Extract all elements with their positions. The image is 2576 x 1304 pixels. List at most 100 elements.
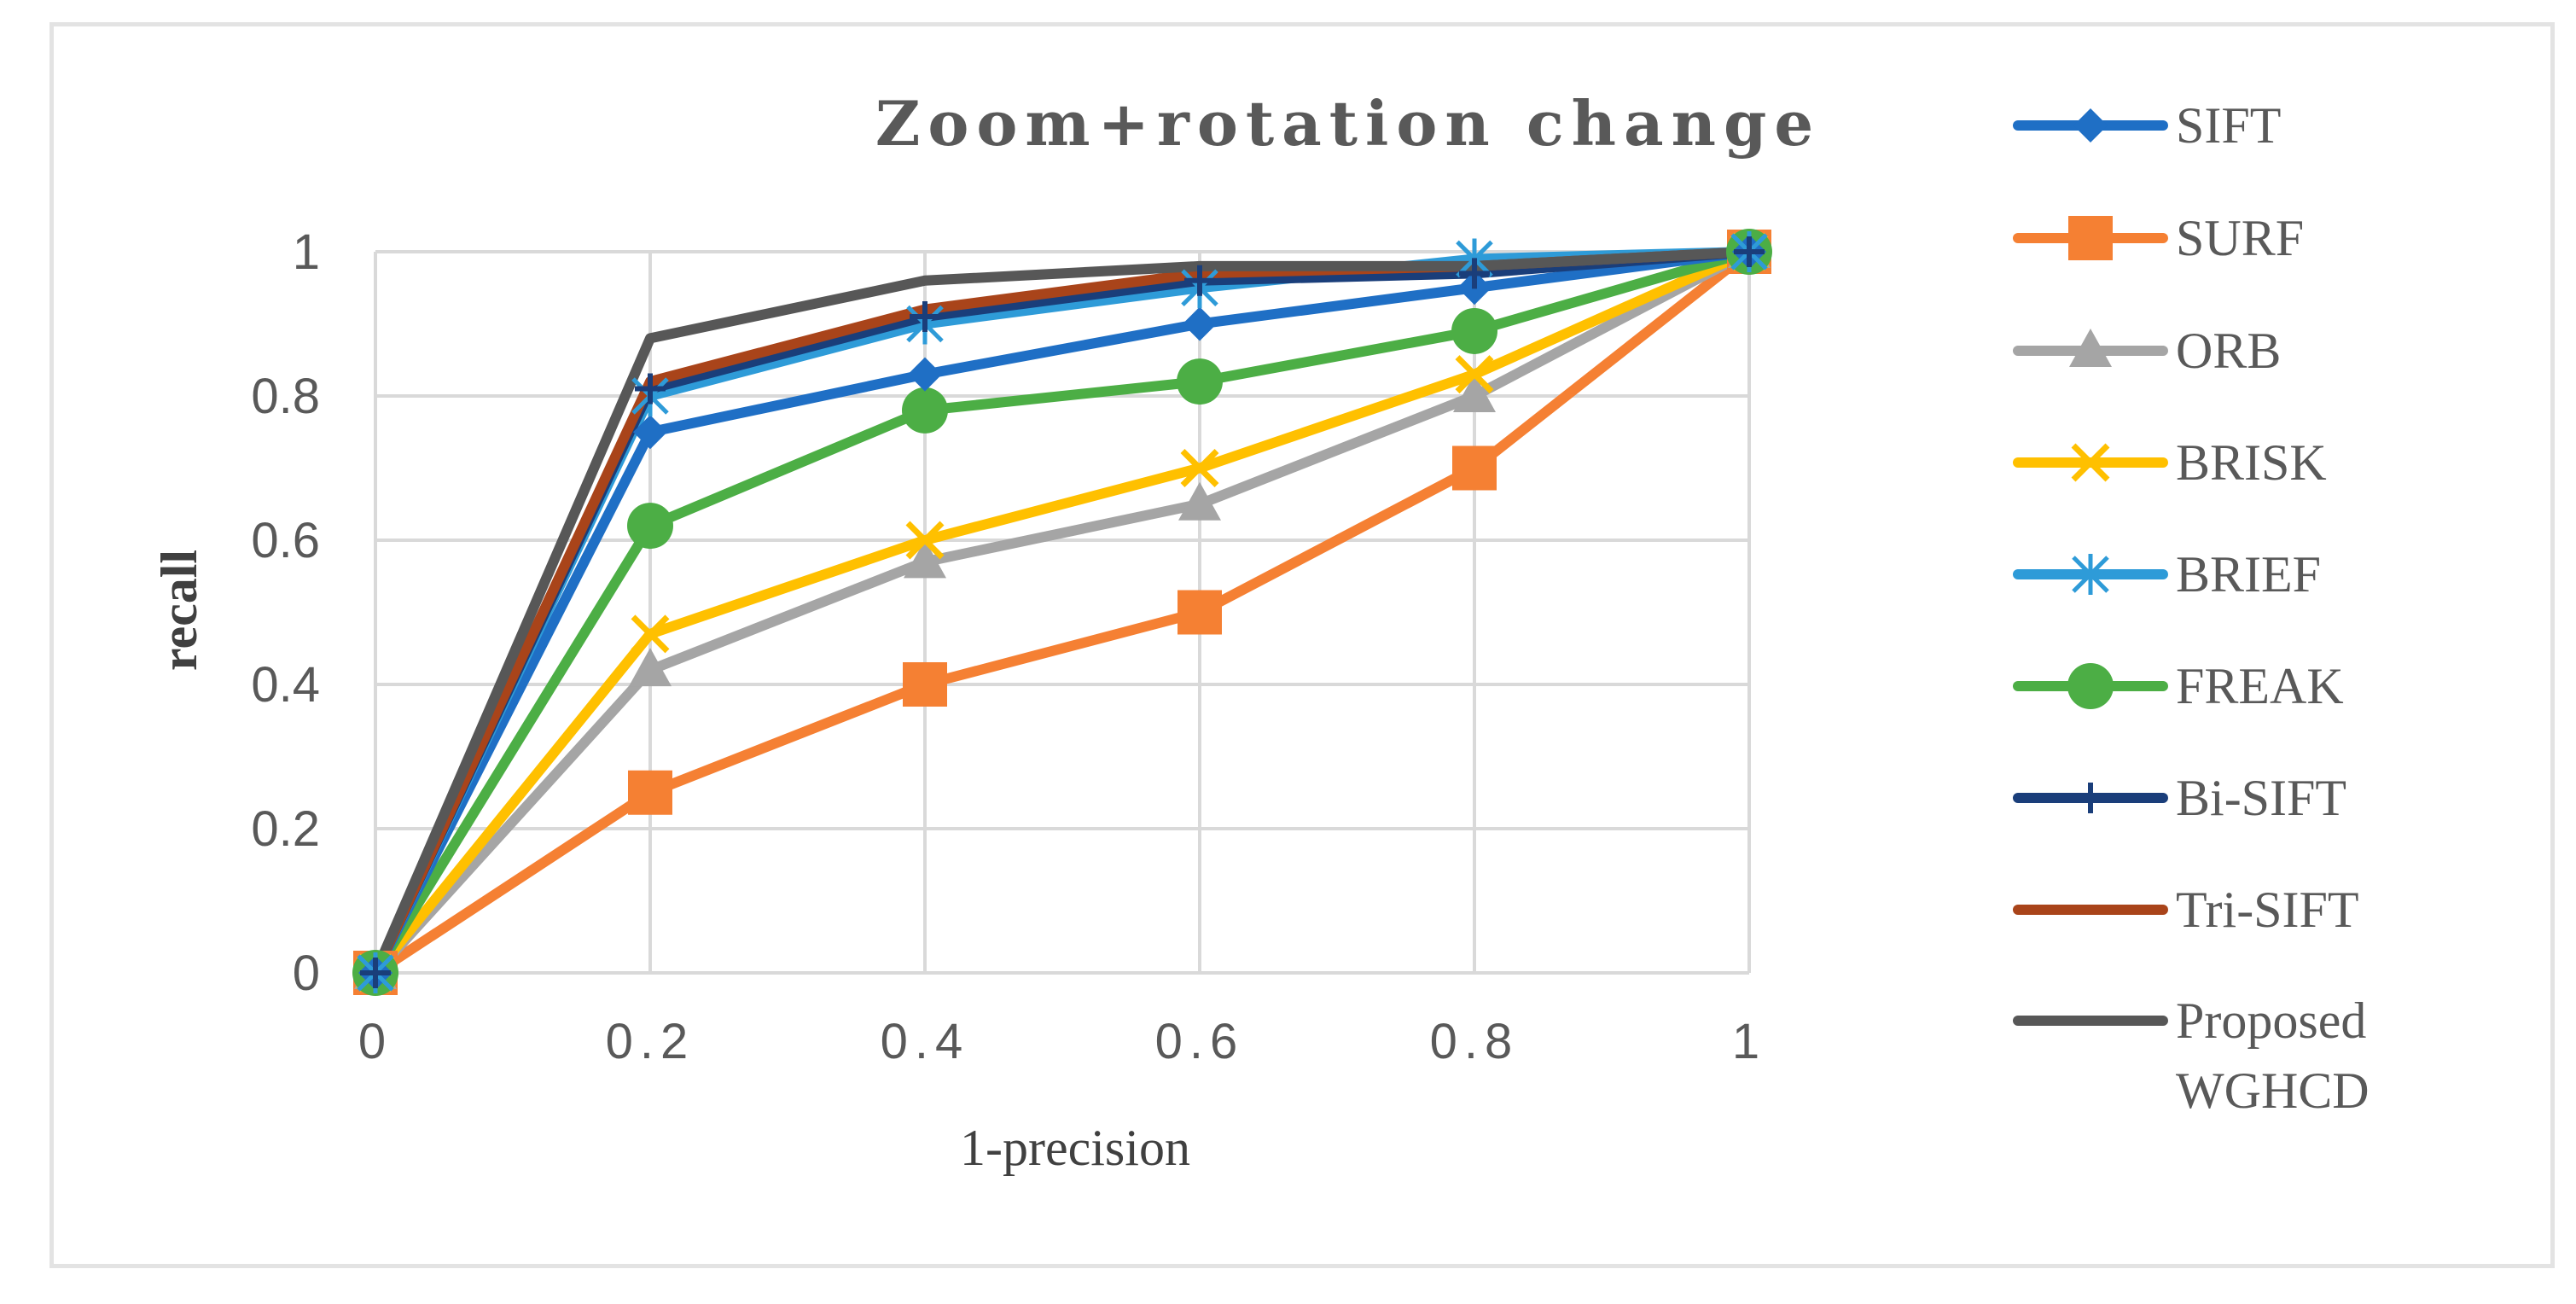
data-point bbox=[1455, 355, 1494, 394]
x-tick-label: 0.4 bbox=[881, 1014, 970, 1069]
marker-shape bbox=[1453, 374, 1496, 412]
marker-shape bbox=[628, 770, 672, 815]
series-line-proposed-wghcd bbox=[370, 247, 1754, 978]
legend-label-line: BRIEF bbox=[2176, 546, 2321, 603]
x-tick-label: 0.6 bbox=[1155, 1014, 1245, 1069]
data-point bbox=[904, 539, 946, 579]
marker-shape bbox=[905, 521, 945, 560]
legend-label-line: ORB bbox=[2176, 323, 2281, 379]
y-tick-label: 0.6 bbox=[251, 513, 320, 568]
data-point bbox=[1459, 258, 1490, 289]
legend-label: Proposed WGHCD bbox=[2176, 993, 2370, 1119]
marker-shape bbox=[1459, 258, 1490, 289]
data-point bbox=[910, 301, 940, 333]
legend-label-line: BRISK bbox=[2176, 434, 2327, 491]
data-point bbox=[1184, 265, 1215, 296]
legend-label-line: WGHCD bbox=[2176, 1062, 2370, 1119]
series-line-brisk bbox=[370, 247, 1754, 978]
legend-item: BRISK bbox=[2013, 434, 2327, 491]
series-lines bbox=[370, 247, 1754, 978]
marker-shape bbox=[633, 415, 667, 450]
data-point bbox=[1451, 307, 1497, 354]
marker-shape bbox=[2073, 108, 2108, 143]
legend-marker bbox=[2075, 783, 2106, 813]
marker-shape bbox=[2067, 663, 2114, 709]
x-tick-label: 0 bbox=[358, 1014, 393, 1069]
legend-label: Bi-SIFT bbox=[2176, 770, 2346, 826]
legend-label: FREAK bbox=[2176, 658, 2344, 714]
marker-shape bbox=[631, 614, 670, 654]
legend-marker bbox=[2072, 554, 2109, 595]
data-point bbox=[627, 503, 673, 550]
data-point bbox=[903, 662, 947, 707]
marker-shape bbox=[1452, 445, 1497, 491]
series-line-sift bbox=[370, 247, 1754, 978]
series-line-orb bbox=[370, 247, 1754, 978]
marker-shape bbox=[2072, 554, 2109, 595]
data-point bbox=[1180, 449, 1219, 487]
marker-shape bbox=[2069, 329, 2112, 367]
chart-frame bbox=[49, 22, 2555, 1268]
marker-shape bbox=[2075, 783, 2106, 813]
legend-item: FREAK bbox=[2013, 658, 2344, 714]
data-point bbox=[635, 373, 666, 405]
data-point bbox=[908, 357, 942, 392]
x-tick-labels: 0 0.2 0.4 0.6 0.8 1 bbox=[358, 1014, 1759, 1069]
data-point bbox=[1177, 358, 1223, 405]
marker-shape bbox=[627, 503, 673, 550]
legend-label-line: Tri-SIFT bbox=[2176, 882, 2359, 938]
marker-shape bbox=[1178, 590, 1222, 635]
data-point bbox=[629, 648, 672, 687]
data-point bbox=[1178, 590, 1222, 635]
marker-shape bbox=[2068, 216, 2113, 260]
series-line-freak bbox=[370, 247, 1754, 978]
series-line-surf bbox=[370, 247, 1754, 978]
legend-marker bbox=[2069, 329, 2112, 367]
y-tick-labels: 0 0.2 0.4 0.6 0.8 1 bbox=[251, 224, 320, 1001]
data-point bbox=[633, 415, 667, 450]
legend-item: SURF bbox=[2013, 210, 2304, 266]
marker-shape bbox=[908, 357, 942, 392]
legend-item: BRIEF bbox=[2013, 546, 2321, 603]
legend-marker bbox=[2073, 108, 2108, 143]
legend: SIFT SURF ORB BRISK BRIEF FREAK Bi-SIFT Tri-SIF… bbox=[2013, 97, 2370, 1119]
marker-shape bbox=[902, 387, 948, 434]
series-markers bbox=[352, 229, 1772, 996]
marker-shape bbox=[1184, 265, 1215, 296]
x-tick-label: 0.2 bbox=[606, 1014, 695, 1069]
marker-shape bbox=[360, 958, 391, 988]
data-point bbox=[628, 770, 672, 815]
y-axis-label: recall bbox=[151, 550, 207, 671]
legend-label-line: Bi-SIFT bbox=[2176, 770, 2346, 826]
x-axis-label: 1-precision bbox=[960, 1120, 1190, 1176]
data-point bbox=[1734, 236, 1765, 267]
legend-item: Proposed WGHCD bbox=[2013, 993, 2370, 1119]
data-point bbox=[1453, 374, 1496, 412]
marker-shape bbox=[1180, 449, 1219, 487]
legend-label: BRIEF bbox=[2176, 546, 2321, 603]
legend-marker bbox=[2071, 443, 2110, 482]
chart-title: Zoom+rotation change bbox=[875, 87, 1821, 160]
marker-shape bbox=[1455, 355, 1494, 394]
y-tick-label: 0.2 bbox=[251, 801, 320, 857]
y-tick-label: 1 bbox=[293, 224, 320, 280]
legend-label: Tri-SIFT bbox=[2176, 882, 2359, 938]
legend-label-line: SIFT bbox=[2176, 97, 2281, 154]
marker-shape bbox=[2071, 443, 2110, 482]
y-tick-label: 0.8 bbox=[251, 369, 320, 424]
legend-label: ORB bbox=[2176, 323, 2281, 379]
marker-shape bbox=[635, 373, 666, 405]
marker-shape bbox=[1177, 358, 1223, 405]
marker-shape bbox=[1178, 481, 1221, 521]
data-point bbox=[360, 958, 391, 988]
data-point bbox=[902, 387, 948, 434]
data-point bbox=[1178, 481, 1221, 521]
marker-shape bbox=[1734, 236, 1765, 267]
marker-shape bbox=[904, 539, 946, 579]
legend-marker bbox=[2068, 216, 2113, 260]
legend-label-line: Proposed bbox=[2176, 993, 2366, 1049]
legend-label-line: SURF bbox=[2176, 210, 2304, 266]
legend-label: SIFT bbox=[2176, 97, 2281, 154]
data-point bbox=[905, 521, 945, 560]
